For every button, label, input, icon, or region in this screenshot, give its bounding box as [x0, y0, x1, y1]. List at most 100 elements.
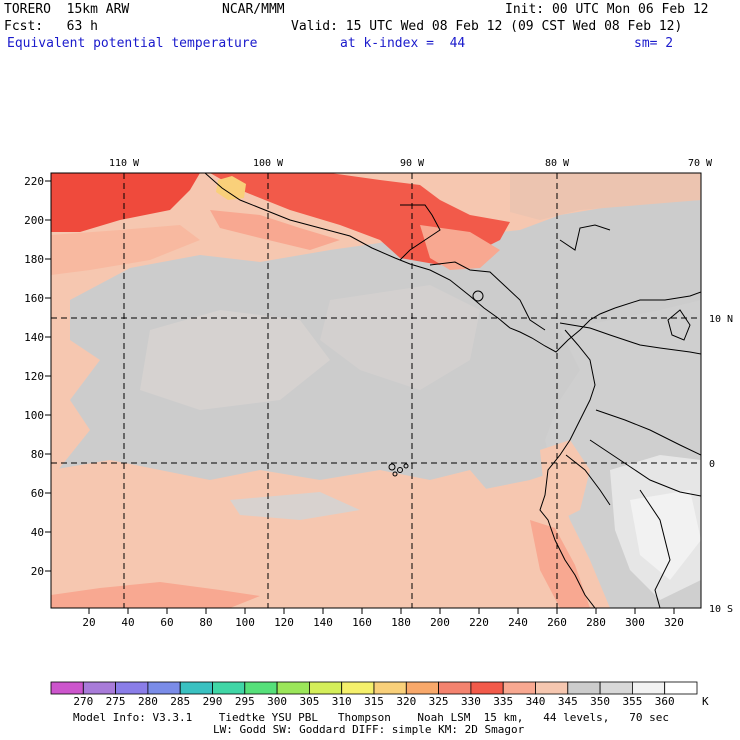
field-332-northwest-red [51, 173, 200, 232]
colorbar-unit: K [702, 695, 709, 708]
colorbar-label: 280 [138, 695, 158, 708]
longitude-label: 80 W [545, 158, 570, 169]
colorbar-swatch [50, 681, 84, 695]
colombia-venezuela-border [559, 322, 701, 355]
longitude-label: 110 W [109, 158, 140, 169]
field-360-amazon-core [630, 490, 701, 580]
x-tick-label: 100 [235, 616, 255, 629]
x-tick-label: 20 [82, 616, 95, 629]
colorbar-label: 305 [299, 695, 319, 708]
x-tick-label: 220 [469, 616, 489, 629]
model-info-line: Model Info: V3.3.1 Tiedtke YSU PBL Thomp… [73, 711, 670, 724]
colorbar-swatch [438, 681, 472, 695]
longitude-label: 100 W [253, 158, 284, 169]
x-tick-label: 280 [586, 616, 606, 629]
colorbar-labels: 270 275 280 285 290 295 300 305 310 315 320 325 330 3… [73, 695, 674, 708]
level-index: at k-index = 44 [340, 36, 466, 51]
longitude-label: 90 W [400, 158, 425, 169]
x-tick-label: 180 [391, 616, 411, 629]
physics-info-line: LW: Godd SW: Goddard DIFF: simple KM: 2D… [213, 723, 525, 736]
latitude-label: 10 S [709, 604, 733, 615]
pacific-coastline-central-america [204, 173, 616, 353]
colorbar-swatch [373, 681, 407, 695]
colorbar-swatch [82, 681, 117, 695]
y-tick-label: 40 [31, 526, 44, 539]
colorbar-swatch [115, 681, 149, 695]
y-ticks [45, 180, 51, 572]
colorbar-label: 295 [235, 695, 255, 708]
field-330-mexico-coast [51, 173, 510, 265]
x-tick-label: 40 [121, 616, 134, 629]
y-tick-label: 180 [24, 253, 44, 266]
colorbar-label: 350 [590, 695, 610, 708]
field-340-caribbean [510, 173, 701, 220]
x-tick-label: 60 [160, 616, 173, 629]
y-tick-label: 60 [31, 487, 44, 500]
galapagos-island-1 [388, 463, 396, 471]
x-ticks [88, 608, 675, 614]
galapagos-island-4 [392, 471, 398, 477]
longitude-labels: 110 W 100 W 90 W 80 W 70 W [109, 158, 713, 169]
colorbar-swatch [405, 681, 439, 695]
colorbar-label: 355 [622, 695, 642, 708]
colorbar-swatch [470, 681, 504, 695]
colorbar-swatch [276, 681, 310, 695]
colorbar-label: 275 [106, 695, 126, 708]
y-tick-label: 140 [24, 331, 44, 344]
x-tick-label: 260 [547, 616, 567, 629]
y-tick-labels: 220 200 180 160 140 120 100 80 60 40 20 [24, 175, 44, 578]
colorbar-swatch [664, 681, 698, 695]
galapagos-island-2 [397, 467, 403, 473]
caribbean-coast-north [559, 224, 611, 251]
field-350-patch-west [140, 310, 330, 410]
x-tick-label: 140 [313, 616, 333, 629]
colorbar-swatch [502, 681, 536, 695]
colorbar-swatch [599, 681, 633, 695]
colorbar-swatch [212, 681, 246, 695]
colorbar-swatch [341, 681, 375, 695]
peru-brazil-border [589, 439, 701, 497]
model-name: TORERO 15km ARW [4, 2, 130, 17]
x-tick-labels: 20 40 60 80 100 120 140 160 180 200 220 … [82, 616, 684, 629]
colorbar-swatch [535, 681, 569, 695]
x-tick-label: 320 [664, 616, 684, 629]
colorbar-swatch [632, 681, 666, 695]
plot-frame [50, 172, 702, 609]
x-tick-label: 300 [625, 616, 645, 629]
y-tick-label: 160 [24, 292, 44, 305]
coastlines [204, 173, 701, 608]
colorbar-label: 315 [364, 695, 384, 708]
longitude-label: 70 W [688, 158, 713, 169]
colorbar-label: 340 [526, 695, 546, 708]
colorbar-label: 345 [558, 695, 578, 708]
pacific-coastline-south-america [539, 329, 596, 608]
colorbar-label: 290 [203, 695, 223, 708]
colorbar-label: 330 [461, 695, 481, 708]
latitude-labels: 10 N 0 10 S [709, 314, 733, 615]
colorbar-swatch [308, 681, 343, 695]
venezuela-coast [614, 291, 701, 309]
colombia-peru-border [595, 409, 701, 456]
field-335-southwest [51, 582, 260, 608]
y-tick-label: 200 [24, 214, 44, 227]
colorbar-swatch [147, 681, 181, 695]
colorbar-label: 320 [396, 695, 416, 708]
colorbar-swatch [244, 681, 278, 695]
producer: NCAR/MMM [222, 2, 285, 17]
colorbar-label: 300 [267, 695, 287, 708]
galapagos-island-3 [403, 463, 409, 469]
field-335-peru-coast [530, 520, 590, 608]
colorbar-label: 285 [170, 695, 190, 708]
field-335-guatemala-fringe [420, 225, 500, 270]
colorbar-swatch [567, 681, 601, 695]
field-335-coast-fringe [210, 210, 340, 250]
lake-nicaragua [472, 290, 484, 302]
field-320-hotspot [216, 176, 246, 200]
y-tick-label: 120 [24, 370, 44, 383]
lake-maracaibo [667, 309, 691, 341]
peru-bolivia-border [639, 489, 671, 608]
field-name: Equivalent potential temperature [7, 36, 258, 51]
x-tick-label: 240 [508, 616, 528, 629]
forecast-hour: Fcst: 63 h [4, 19, 98, 34]
